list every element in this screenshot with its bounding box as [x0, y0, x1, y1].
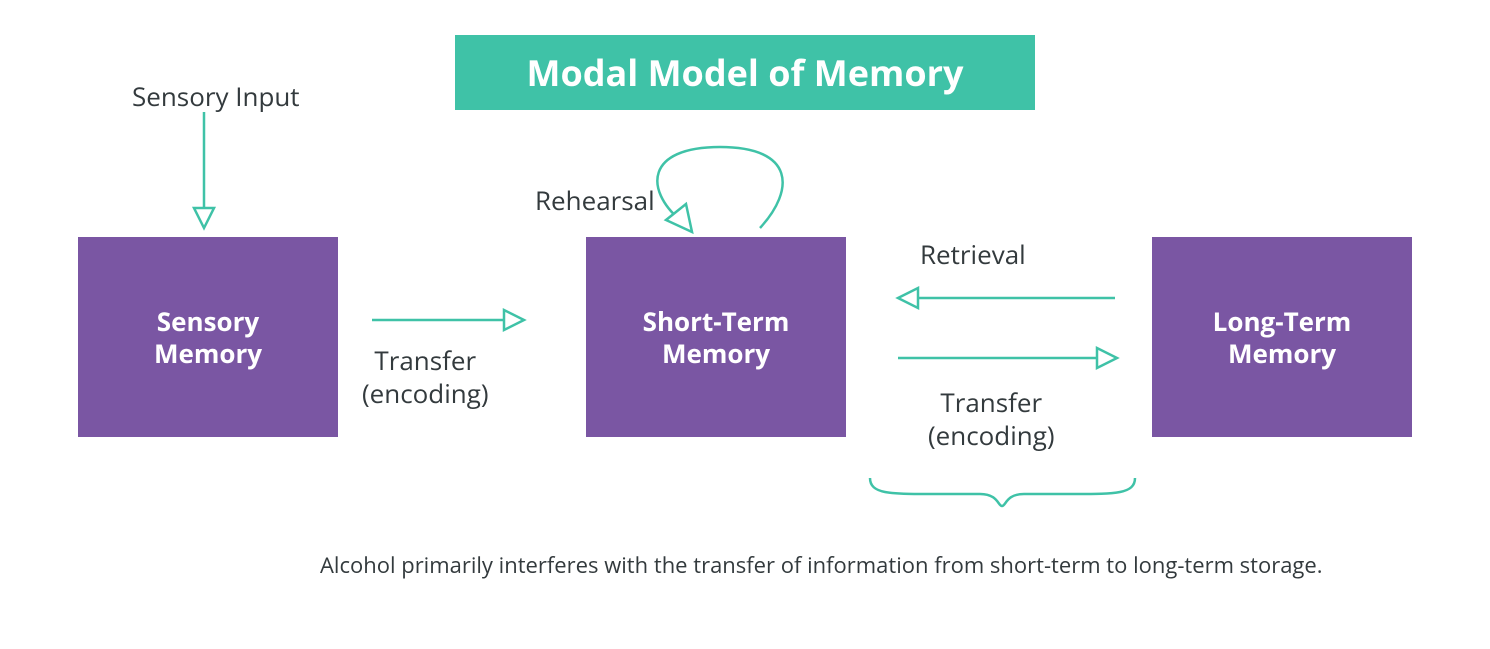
arrow-sensory-input-head — [194, 208, 214, 228]
arrow-retrieval-head — [898, 288, 918, 308]
arrow-transfer1-head — [504, 310, 524, 330]
brace-icon — [870, 478, 1135, 506]
arrows-svg — [0, 0, 1490, 649]
arrow-transfer2-head — [1097, 348, 1117, 368]
